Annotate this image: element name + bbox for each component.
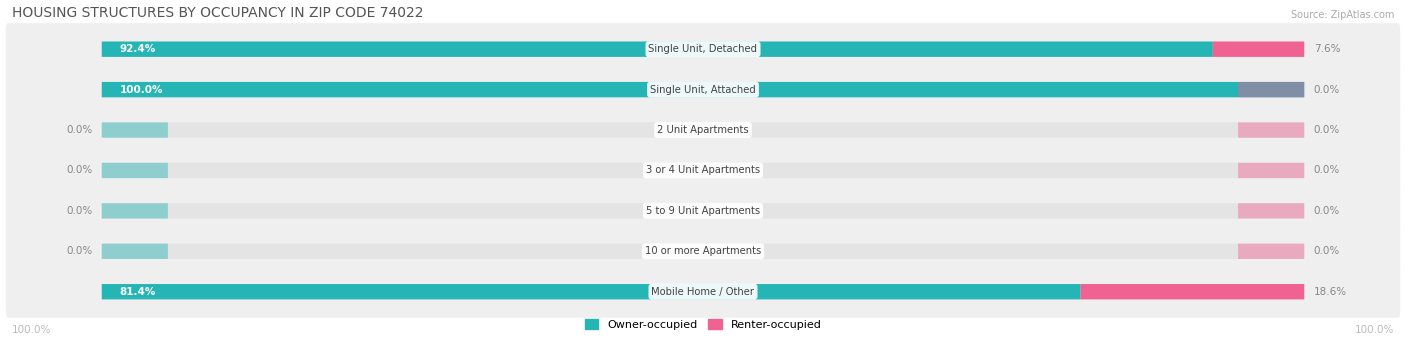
Text: 100.0%: 100.0%	[11, 325, 51, 335]
FancyBboxPatch shape	[1239, 82, 1305, 97]
Text: 0.0%: 0.0%	[66, 246, 93, 256]
FancyBboxPatch shape	[101, 122, 1305, 138]
FancyBboxPatch shape	[1239, 122, 1305, 138]
FancyBboxPatch shape	[101, 203, 1305, 219]
FancyBboxPatch shape	[101, 82, 1305, 97]
Text: 92.4%: 92.4%	[120, 44, 156, 54]
FancyBboxPatch shape	[1081, 284, 1305, 299]
FancyBboxPatch shape	[1213, 42, 1305, 57]
Text: 5 to 9 Unit Apartments: 5 to 9 Unit Apartments	[645, 206, 761, 216]
Text: 0.0%: 0.0%	[66, 206, 93, 216]
Text: 10 or more Apartments: 10 or more Apartments	[645, 246, 761, 256]
Text: 100.0%: 100.0%	[1355, 325, 1395, 335]
FancyBboxPatch shape	[6, 63, 1400, 116]
FancyBboxPatch shape	[101, 42, 1305, 57]
Text: 100.0%: 100.0%	[120, 85, 163, 94]
FancyBboxPatch shape	[101, 243, 167, 259]
FancyBboxPatch shape	[101, 203, 167, 219]
Text: 0.0%: 0.0%	[1313, 165, 1340, 176]
FancyBboxPatch shape	[6, 225, 1400, 277]
FancyBboxPatch shape	[1239, 163, 1305, 178]
Text: 2 Unit Apartments: 2 Unit Apartments	[657, 125, 749, 135]
Text: 3 or 4 Unit Apartments: 3 or 4 Unit Apartments	[645, 165, 761, 176]
FancyBboxPatch shape	[6, 144, 1400, 196]
FancyBboxPatch shape	[6, 266, 1400, 318]
Text: 0.0%: 0.0%	[66, 125, 93, 135]
Text: 18.6%: 18.6%	[1313, 287, 1347, 297]
Text: 0.0%: 0.0%	[66, 165, 93, 176]
FancyBboxPatch shape	[1239, 243, 1305, 259]
Legend: Owner-occupied, Renter-occupied: Owner-occupied, Renter-occupied	[585, 319, 821, 330]
Text: Mobile Home / Other: Mobile Home / Other	[651, 287, 755, 297]
FancyBboxPatch shape	[101, 82, 1305, 97]
FancyBboxPatch shape	[101, 243, 1305, 259]
Text: 0.0%: 0.0%	[1313, 246, 1340, 256]
Text: Single Unit, Detached: Single Unit, Detached	[648, 44, 758, 54]
Text: HOUSING STRUCTURES BY OCCUPANCY IN ZIP CODE 74022: HOUSING STRUCTURES BY OCCUPANCY IN ZIP C…	[11, 6, 423, 20]
FancyBboxPatch shape	[6, 185, 1400, 237]
FancyBboxPatch shape	[101, 163, 167, 178]
Text: Source: ZipAtlas.com: Source: ZipAtlas.com	[1291, 10, 1395, 20]
FancyBboxPatch shape	[101, 122, 167, 138]
FancyBboxPatch shape	[101, 42, 1213, 57]
Text: 0.0%: 0.0%	[1313, 85, 1340, 94]
FancyBboxPatch shape	[6, 23, 1400, 75]
FancyBboxPatch shape	[6, 104, 1400, 156]
FancyBboxPatch shape	[101, 284, 1305, 299]
FancyBboxPatch shape	[101, 163, 1305, 178]
FancyBboxPatch shape	[101, 284, 1081, 299]
Text: 7.6%: 7.6%	[1313, 44, 1340, 54]
Text: 0.0%: 0.0%	[1313, 125, 1340, 135]
Text: Single Unit, Attached: Single Unit, Attached	[650, 85, 756, 94]
Text: 0.0%: 0.0%	[1313, 206, 1340, 216]
FancyBboxPatch shape	[1239, 203, 1305, 219]
Text: 81.4%: 81.4%	[120, 287, 156, 297]
